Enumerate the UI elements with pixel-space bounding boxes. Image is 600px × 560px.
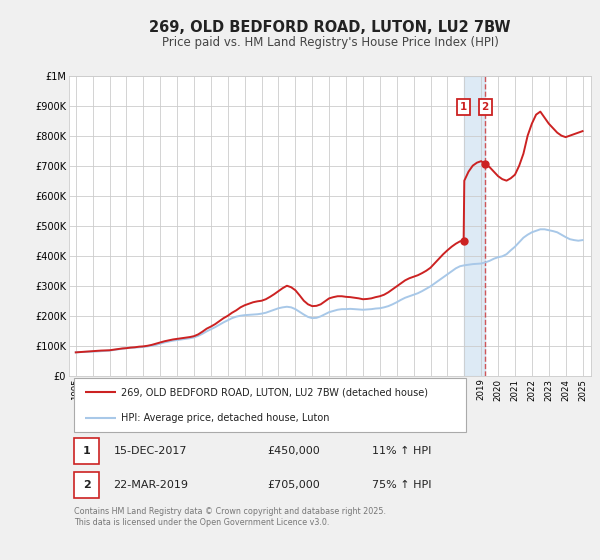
FancyBboxPatch shape	[74, 472, 99, 498]
Text: 269, OLD BEDFORD ROAD, LUTON, LU2 7BW (detached house): 269, OLD BEDFORD ROAD, LUTON, LU2 7BW (d…	[121, 387, 428, 397]
Text: Price paid vs. HM Land Registry's House Price Index (HPI): Price paid vs. HM Land Registry's House …	[161, 36, 499, 49]
Text: 75% ↑ HPI: 75% ↑ HPI	[372, 480, 431, 490]
Text: 2: 2	[83, 480, 91, 490]
Text: 1: 1	[460, 102, 467, 112]
Text: Contains HM Land Registry data © Crown copyright and database right 2025.
This d: Contains HM Land Registry data © Crown c…	[74, 507, 386, 527]
FancyBboxPatch shape	[74, 438, 99, 464]
Text: 269, OLD BEDFORD ROAD, LUTON, LU2 7BW: 269, OLD BEDFORD ROAD, LUTON, LU2 7BW	[149, 20, 511, 35]
Text: 2: 2	[481, 102, 489, 112]
Text: £705,000: £705,000	[268, 480, 320, 490]
Text: 1: 1	[83, 446, 91, 456]
Bar	[464, 76, 485, 376]
Text: 22-MAR-2019: 22-MAR-2019	[113, 480, 188, 490]
Text: 15-DEC-2017: 15-DEC-2017	[113, 446, 187, 456]
Text: HPI: Average price, detached house, Luton: HPI: Average price, detached house, Luto…	[121, 413, 330, 423]
Text: £450,000: £450,000	[268, 446, 320, 456]
FancyBboxPatch shape	[74, 378, 466, 432]
Text: 11% ↑ HPI: 11% ↑ HPI	[372, 446, 431, 456]
